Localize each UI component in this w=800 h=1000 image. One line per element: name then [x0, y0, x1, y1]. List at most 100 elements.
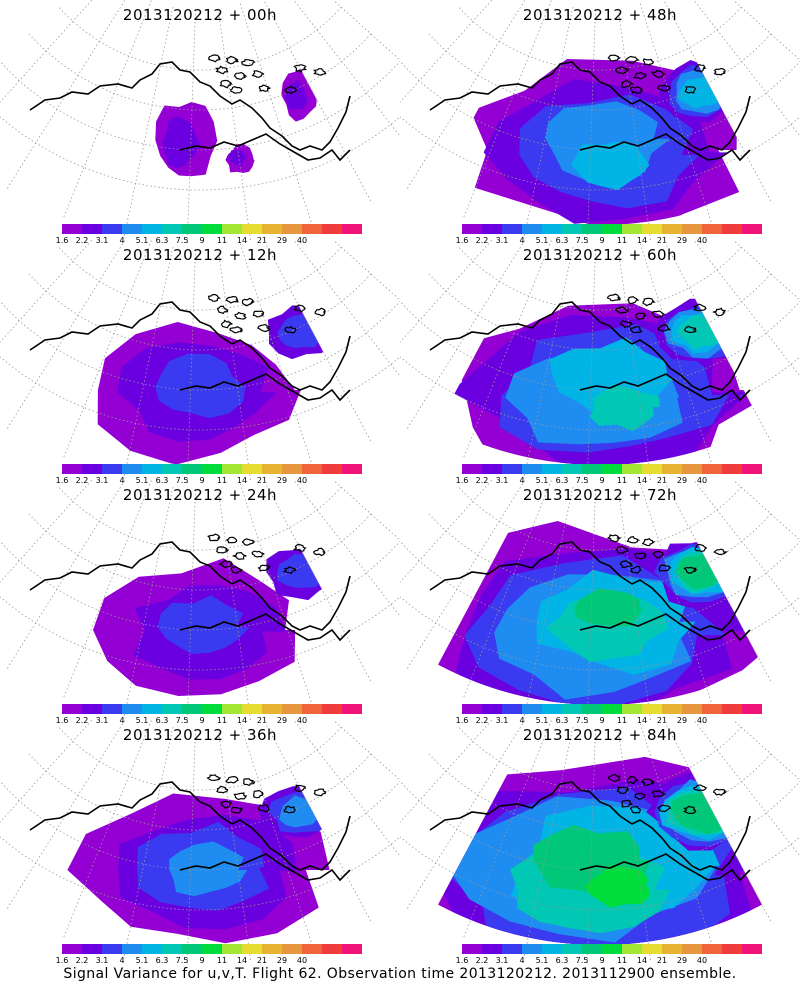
colorbar-swatch	[282, 224, 302, 234]
colorbar	[462, 464, 762, 474]
meridian-line	[332, 240, 400, 301]
colorbar-tick-label: 2.2	[75, 476, 89, 485]
colorbar-swatch	[222, 224, 242, 234]
colorbar-swatch	[642, 224, 662, 234]
island-outline	[626, 775, 639, 785]
colorbar-tick-label: 29	[276, 476, 288, 485]
map-plot	[400, 0, 800, 245]
colorbar-swatch	[202, 224, 222, 234]
colorbar-tick-label: 40	[296, 956, 308, 965]
colorbar-swatch	[722, 464, 742, 474]
colorbar-tick-label: 11	[216, 236, 228, 245]
island-outline	[683, 566, 698, 574]
colorbar-tick-label: 21	[256, 476, 268, 485]
coastline	[429, 541, 751, 631]
island-outline	[651, 790, 667, 798]
colorbar-tick-label: 5.1	[535, 716, 549, 725]
meridian-line	[62, 0, 152, 219]
colorbar-swatch	[542, 944, 562, 954]
latitude-line	[458, 246, 742, 311]
colorbar	[62, 944, 362, 954]
colorbar-tick-label: 5.1	[135, 956, 149, 965]
island-outline	[656, 84, 672, 92]
variance-contour	[228, 150, 247, 166]
colorbar-tick-label: 1.6	[455, 476, 469, 485]
colorbar-swatch	[322, 944, 342, 954]
colorbar-swatch	[122, 464, 142, 474]
island-outline	[293, 64, 307, 73]
island-outline	[252, 789, 264, 799]
colorbar-swatch	[182, 224, 202, 234]
coastline	[179, 133, 351, 162]
colorbar-swatch	[582, 224, 602, 234]
island-outline	[208, 54, 221, 63]
island-outline	[216, 305, 229, 315]
colorbar-tick-label: 7.5	[175, 956, 189, 965]
colorbar-swatch	[342, 464, 362, 474]
island-outline	[233, 71, 248, 81]
island-outline	[712, 307, 727, 317]
variance-contour	[162, 116, 202, 168]
colorbar-tick-label: 21	[656, 236, 668, 245]
island-outline	[657, 323, 672, 332]
map-plot	[0, 0, 400, 245]
coastline	[579, 373, 751, 402]
island-outline	[621, 799, 633, 808]
colorbar-swatch	[82, 224, 102, 234]
forecast-panel: 2013120212 + 24h 1.6 2.2 3.1 4 5.1 6.3 7.5 9 11 14…	[0, 480, 400, 728]
colorbar-tick-label: 29	[276, 716, 288, 725]
colorbar-swatch	[702, 704, 722, 714]
colorbar-tick-label: 9	[599, 476, 605, 485]
island-outline	[258, 84, 271, 92]
island-outline	[206, 774, 222, 782]
colorbar-tick-label: 5.1	[135, 236, 149, 245]
colorbar-labels: 1.6 2.2 3.1 4 5.1 6.3 7.5 9 11 14 21 29 40	[56, 956, 362, 966]
island-outline	[216, 785, 229, 794]
island-outline	[607, 773, 621, 782]
colorbar-tick-label: 11	[616, 716, 628, 725]
colorbar-swatch	[102, 464, 122, 474]
colorbar-tick-label: 14	[636, 716, 648, 725]
colorbar-tick-label: 29	[276, 236, 288, 245]
meridian-line	[186, 9, 196, 245]
map-plot	[400, 480, 800, 725]
colorbar-tick-label: 21	[656, 716, 668, 725]
island-outline	[621, 79, 635, 89]
latitude-line	[458, 6, 742, 71]
colorbar-swatch	[262, 704, 282, 714]
colorbar-tick-label: 7.5	[575, 956, 589, 965]
colorbar-tick-label: 1.6	[55, 476, 69, 485]
colorbar-swatch	[322, 704, 342, 714]
latitude-line	[458, 486, 742, 551]
colorbar-swatch	[662, 704, 682, 714]
island-outline	[624, 55, 641, 64]
colorbar-swatch	[202, 944, 222, 954]
island-outline	[629, 326, 643, 334]
colorbar-swatch	[302, 944, 322, 954]
colorbar-swatch	[222, 704, 242, 714]
colorbar-swatch	[482, 944, 502, 954]
colorbar-swatch	[562, 464, 582, 474]
map-area	[438, 756, 762, 945]
colorbar-swatch	[222, 464, 242, 474]
colorbar-swatch	[642, 944, 662, 954]
colorbar-swatch	[62, 704, 82, 714]
colorbar-swatch	[222, 944, 242, 954]
island-outline	[693, 303, 707, 312]
island-outline	[230, 565, 243, 574]
island-outline	[657, 804, 672, 813]
colorbar-swatch	[242, 704, 262, 714]
colorbar-tick-label: 21	[256, 956, 268, 965]
coastline	[429, 61, 751, 151]
latitude-line	[58, 246, 342, 311]
colorbar-swatch	[122, 704, 142, 714]
colorbar-swatch	[522, 944, 542, 954]
colorbar-tick-label: 7.5	[175, 716, 189, 725]
meridian-line	[406, 720, 526, 910]
colorbar-tick-label: 1.6	[55, 956, 69, 965]
colorbar-swatch	[702, 944, 722, 954]
island-outline	[626, 536, 641, 544]
colorbar-tick-label: 4	[119, 236, 125, 245]
meridian-line	[639, 3, 714, 228]
figure-caption: Signal Variance for u,v,T. Flight 62. Ob…	[63, 966, 737, 982]
